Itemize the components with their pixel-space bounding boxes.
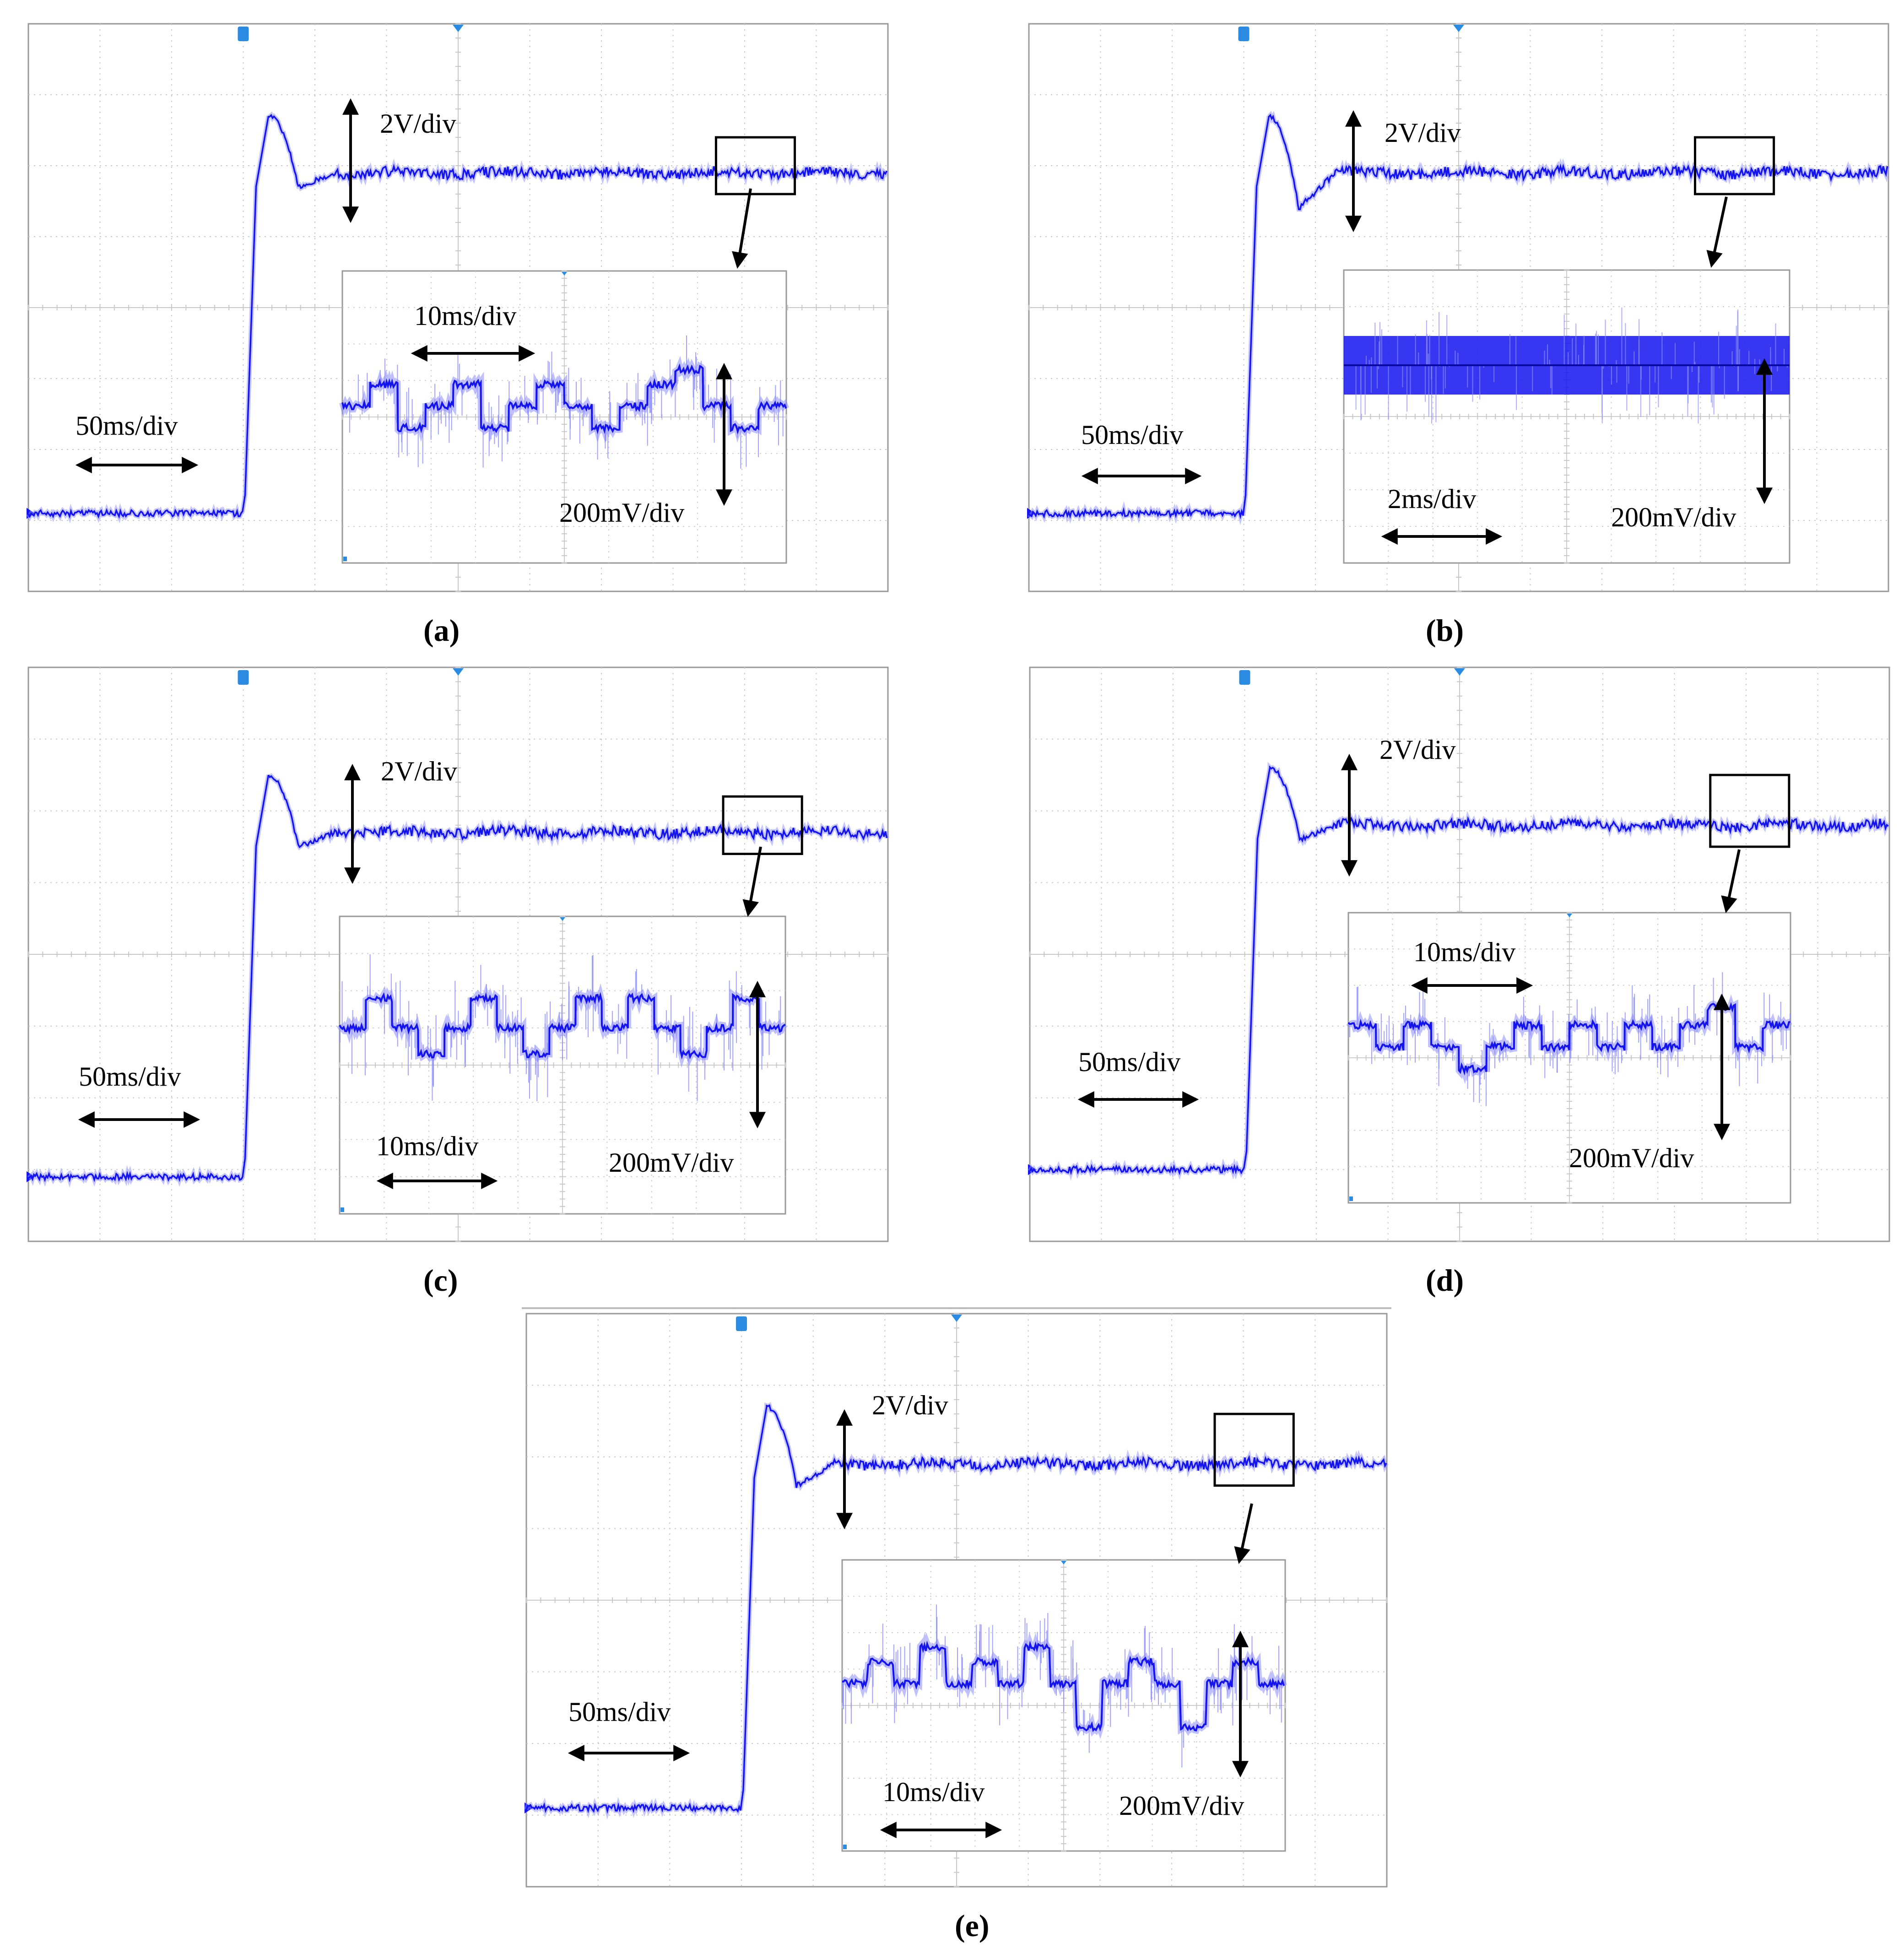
panel-caption: (d) [1426,1263,1464,1298]
zoom-arrow [1706,196,1728,268]
time-scale-label: 50ms/div [1078,1047,1180,1077]
inset-time-scale-label: 10ms/div [414,301,516,331]
time-scale-label: 50ms/div [568,1697,671,1727]
time-center-marker-icon [453,25,464,32]
waveform-trace [1029,765,1889,1175]
inset-volt-scale-label: 200mV/div [1119,1791,1244,1821]
panel-e: 2V/div 50ms/div 10ms/div 200mV/div (e) [524,1313,1389,1943]
zoom-arrow [731,188,752,269]
volt-scale-label: 2V/div [1379,735,1456,765]
waveform-trace [27,114,888,519]
panel-c: 2V/div 50ms/div 10ms/div 200mV/div (c) [27,666,889,1298]
inset-center-marker-icon [562,272,567,276]
inset-time-scale-label: 10ms/div [1413,937,1515,967]
waveform-trace [525,1404,1387,1814]
trigger-marker-icon [1239,670,1250,685]
inset-time-scale-label: 2ms/div [1388,484,1476,514]
inset-trace [339,992,786,1060]
panel-caption: (a) [423,613,460,648]
inset-volt-scale-label: 200mV/div [609,1148,734,1178]
zoom-box [722,795,803,855]
inset-volt-scale-label: 200mV/div [559,498,684,528]
time-center-marker-icon [1453,25,1464,32]
time-center-marker-icon [951,1315,962,1322]
inset-corner-marker-icon [341,1207,344,1212]
volt-scale-label: 2V/div [380,108,456,139]
panel-caption: (c) [423,1263,458,1298]
zoom-arrow [1721,849,1741,914]
inset-time-scale-label: 10ms/div [882,1777,984,1807]
time-scale-label: 50ms/div [79,1061,181,1092]
inset-corner-marker-icon [343,557,347,561]
volt-scale-label: 2V/div [1385,118,1461,148]
zoom-box [1693,136,1775,195]
trigger-marker-icon [736,1316,747,1331]
panel-b: 2V/div 50ms/div 2ms/div 200mV/div (b) [1027,23,1890,648]
trigger-marker-icon [238,27,249,41]
inset-time-scale-label: 10ms/div [376,1131,478,1161]
zoom-box [1709,774,1790,848]
volt-scale-label: 2V/div [381,756,457,786]
waveform-trace [1028,114,1888,520]
inset-corner-marker-icon [1349,1196,1353,1201]
inset-volt-scale-label: 200mV/div [1569,1143,1694,1173]
inset-corner-marker-icon [843,1845,847,1849]
inset-trace [842,1640,1285,1732]
panel-caption: (b) [1426,613,1464,648]
panel-a: 2V/div 50ms/div 10ms/div 200mV/div (a) [26,23,889,648]
zoom-box [1213,1413,1295,1487]
volt-scale-label: 2V/div [872,1390,948,1420]
trigger-marker-icon [1238,27,1250,41]
zoom-arrow [1234,1503,1253,1564]
panel-caption: (e) [955,1908,989,1943]
time-scale-label: 50ms/div [76,411,178,441]
inset-center-marker-icon [1061,1561,1066,1564]
inset-volt-scale-label: 200mV/div [1611,502,1736,532]
panel-d: 2V/div 50ms/div 10ms/div 200mV/div (d) [1028,666,1890,1298]
zoom-arrow [742,846,762,917]
inset-trace [341,363,787,435]
inset-center-marker-icon [1567,914,1572,917]
trigger-marker-icon [238,670,249,685]
time-center-marker-icon [453,668,464,676]
waveform-trace [28,774,888,1183]
time-center-marker-icon [1454,668,1465,676]
time-scale-label: 50ms/div [1081,420,1183,450]
inset-center-marker-icon [560,917,565,921]
zoom-box [714,136,796,195]
